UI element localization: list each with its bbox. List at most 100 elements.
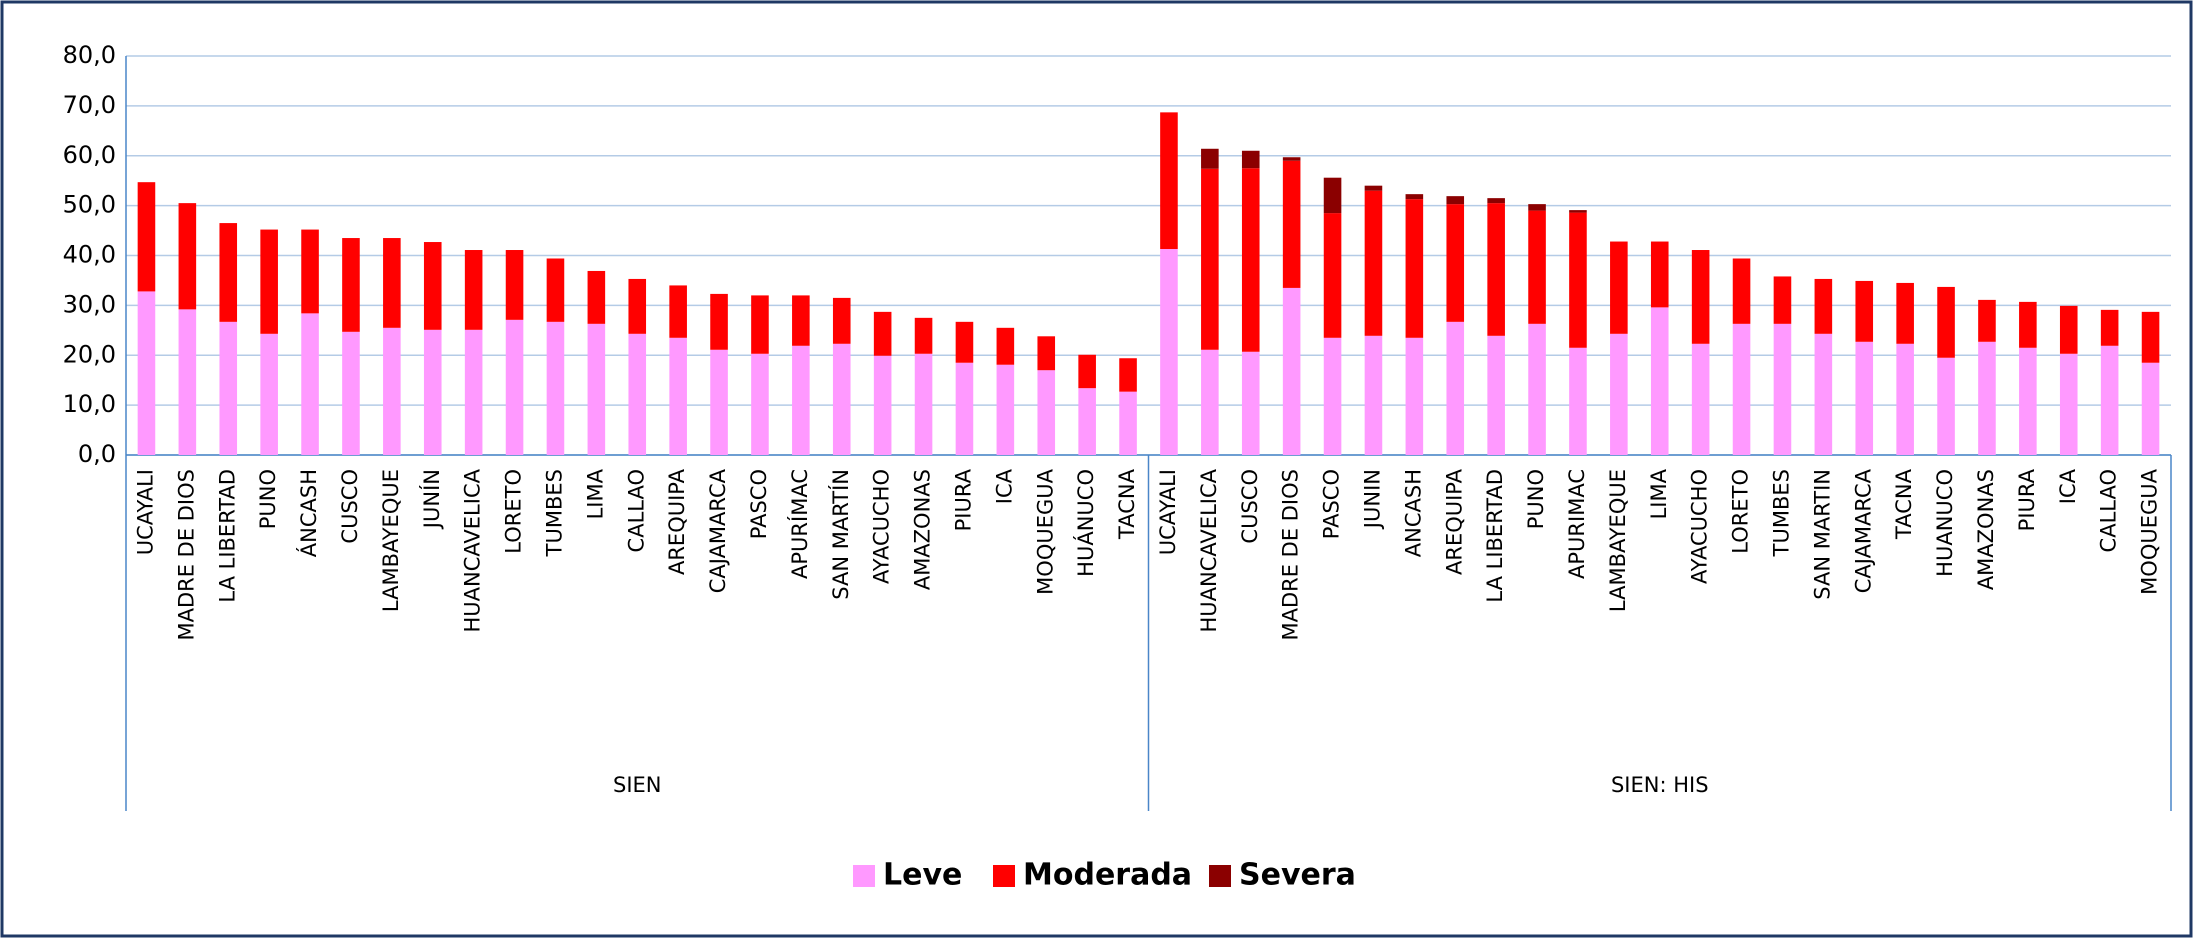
bar-segment bbox=[1487, 198, 1505, 204]
bar-segment bbox=[1201, 148, 1219, 169]
x-tick-label: JUNIN bbox=[1360, 469, 1384, 530]
bar-segment bbox=[955, 362, 974, 455]
bar-segment bbox=[751, 353, 769, 455]
bar-segment bbox=[1650, 241, 1669, 308]
x-tick-label: HUANUCO bbox=[1933, 469, 1957, 577]
bar-segment bbox=[873, 355, 892, 455]
group-label: SIEN bbox=[613, 773, 662, 797]
y-tick-label: 10,0 bbox=[63, 390, 116, 418]
bar-segment bbox=[260, 333, 278, 455]
x-tick-label: AYACUCHO bbox=[1688, 469, 1712, 584]
bar-segment bbox=[996, 364, 1015, 455]
bar-segment bbox=[710, 293, 728, 350]
bar-segment bbox=[383, 238, 401, 328]
bar-segment bbox=[792, 295, 810, 346]
y-tick-label: 20,0 bbox=[63, 340, 116, 368]
y-tick-label: 30,0 bbox=[63, 290, 116, 318]
bar-segment bbox=[1937, 357, 1955, 455]
y-tick-label: 0,0 bbox=[78, 440, 116, 468]
bar-segment bbox=[1569, 212, 1587, 348]
x-tick-label: CAJAMARCA bbox=[706, 468, 730, 593]
bar-segment bbox=[1323, 177, 1342, 214]
bar-segment bbox=[301, 229, 319, 314]
group-label: SIEN: HIS bbox=[1611, 773, 1709, 797]
x-tick-label: PUNO bbox=[1524, 469, 1548, 529]
y-tick-label: 50,0 bbox=[63, 191, 116, 219]
bar-segment bbox=[1569, 347, 1587, 455]
x-tick-label: SAN MARTÍN bbox=[828, 469, 853, 600]
x-tick-label: SAN MARTIN bbox=[1810, 469, 1834, 600]
bar-segment bbox=[219, 321, 238, 455]
bar-segment bbox=[2059, 305, 2078, 354]
bar-segment bbox=[1978, 341, 1996, 455]
bar-segment bbox=[1610, 333, 1628, 455]
y-tick-label: 70,0 bbox=[63, 91, 116, 119]
x-tick-label: MOQUEGUA bbox=[2138, 468, 2162, 594]
bar-segment bbox=[1855, 341, 1874, 455]
bar-segment bbox=[2100, 309, 2119, 346]
x-tick-label: HUÁNUCO bbox=[1073, 469, 1098, 577]
x-tick-label: APURIMAC bbox=[1565, 469, 1589, 579]
x-tick-label: AYACUCHO bbox=[870, 469, 894, 584]
bar-segment bbox=[342, 238, 360, 332]
x-tick-label: AMAZONAS bbox=[911, 469, 935, 590]
bar-segment bbox=[832, 297, 851, 344]
bar-segment bbox=[1037, 370, 1056, 455]
x-tick-label: CALLAO bbox=[2097, 469, 2121, 552]
bar-segment bbox=[1160, 112, 1178, 250]
bar-segment bbox=[137, 182, 156, 292]
legend-swatch bbox=[853, 865, 875, 887]
bar-segment bbox=[464, 250, 483, 330]
bar-segment bbox=[423, 242, 442, 330]
bar-segment bbox=[1569, 210, 1587, 213]
x-tick-label: HUANCAVELICA bbox=[461, 468, 485, 632]
bar-segment bbox=[1978, 299, 1996, 342]
bar-segment bbox=[669, 285, 687, 338]
bar-segment bbox=[1201, 349, 1219, 455]
x-tick-label: PIURA bbox=[2015, 468, 2039, 531]
x-tick-label: CAJAMARCA bbox=[1851, 468, 1875, 593]
bar-segment bbox=[1282, 160, 1301, 288]
bar-segment bbox=[505, 319, 524, 455]
bar-segment bbox=[996, 327, 1015, 365]
x-tick-label: HUANCAVELICA bbox=[1197, 468, 1221, 632]
x-tick-label: AREQUIPA bbox=[665, 468, 689, 575]
bar-segment bbox=[178, 309, 197, 455]
bar-segment bbox=[873, 311, 892, 356]
x-tick-label: LORETO bbox=[1729, 469, 1753, 554]
bar-segment bbox=[1364, 185, 1383, 191]
x-tick-label: LAMBAYEQUE bbox=[1606, 469, 1630, 612]
bar-segment bbox=[1732, 258, 1751, 324]
bar-segment bbox=[914, 353, 933, 455]
bar-segment bbox=[383, 327, 401, 455]
bar-segment bbox=[301, 313, 319, 455]
bar-segment bbox=[1937, 286, 1955, 358]
bar-segment bbox=[1896, 282, 1914, 344]
bar-segment bbox=[1773, 276, 1792, 324]
bar-segment bbox=[587, 270, 606, 324]
x-tick-label: TUMBES bbox=[542, 469, 566, 557]
bar-segment bbox=[1896, 343, 1914, 455]
bar-segment bbox=[1528, 204, 1546, 211]
x-tick-label: TACNA bbox=[1892, 468, 1916, 540]
bar-segment bbox=[1650, 307, 1669, 455]
bar-segment bbox=[587, 323, 606, 455]
x-tick-label: APURÍMAC bbox=[787, 469, 812, 579]
bar-segment bbox=[751, 295, 769, 354]
bar-segment bbox=[1691, 343, 1710, 455]
bar-segment bbox=[1487, 203, 1505, 336]
bar-segment bbox=[1405, 337, 1424, 455]
bar-segment bbox=[137, 291, 156, 455]
legend-swatch bbox=[993, 865, 1015, 887]
bar-segment bbox=[1078, 388, 1096, 455]
bar-segment bbox=[464, 329, 483, 455]
bar-segment bbox=[1691, 250, 1710, 344]
bar-segment bbox=[1201, 168, 1219, 350]
bar-segment bbox=[1160, 249, 1178, 455]
x-tick-label: MADRE DE DIOS bbox=[1279, 469, 1303, 641]
x-tick-label: LA LIBERTAD bbox=[1483, 469, 1507, 603]
y-tick-label: 80,0 bbox=[63, 41, 116, 69]
bar-segment bbox=[546, 258, 565, 322]
bar-segment bbox=[1528, 323, 1546, 455]
